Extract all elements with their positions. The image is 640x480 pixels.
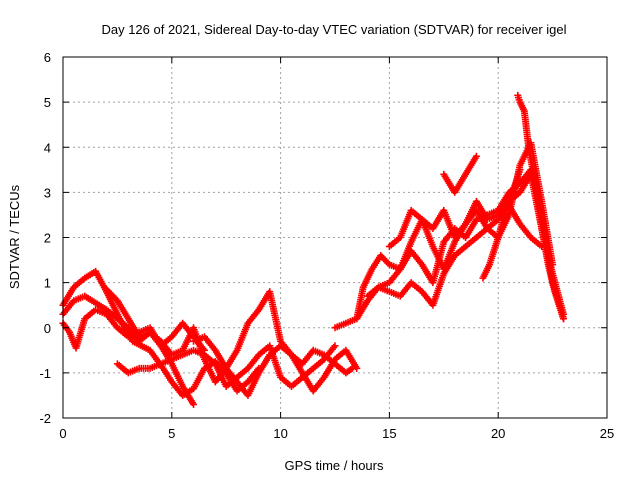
data-series [440, 152, 480, 196]
y-tick-label: -2 [39, 411, 51, 426]
data-point-marker [353, 364, 361, 372]
data-series [385, 197, 546, 251]
y-tick-label: 2 [44, 231, 51, 246]
data-point-marker [472, 152, 480, 160]
y-axis-label: SDTVAR / TECUs [7, 184, 22, 289]
y-tick-label: 0 [44, 321, 51, 336]
data-series [103, 285, 356, 386]
x-tick-label: 25 [600, 426, 614, 441]
y-tick-label: 1 [44, 276, 51, 291]
data-point-marker [516, 166, 524, 174]
data-series [113, 342, 339, 390]
x-tick-label: 15 [382, 426, 396, 441]
data-point-marker [384, 259, 392, 267]
x-tick-label: 20 [491, 426, 505, 441]
y-tick-label: 4 [44, 140, 51, 155]
x-axis-label: GPS time / hours [285, 458, 384, 473]
x-axis: 0 5 10 15 20 25 [59, 57, 614, 441]
y-tick-label: -1 [39, 366, 51, 381]
data-series [514, 91, 567, 323]
x-tick-label: 10 [273, 426, 287, 441]
y-axis: -2 -1 0 1 2 3 4 5 6 [39, 50, 607, 426]
data-series [190, 333, 361, 399]
y-tick-label: 3 [44, 185, 51, 200]
x-tick-label: 0 [59, 426, 66, 441]
y-tick-label: 6 [44, 50, 51, 65]
data-point-marker [559, 315, 567, 323]
data-series [364, 139, 557, 300]
x-tick-label: 5 [168, 426, 175, 441]
y-tick-label: 5 [44, 95, 51, 110]
data-point-marker [331, 342, 339, 350]
plot-area [59, 91, 567, 408]
data-series [479, 166, 524, 282]
chart-title: Day 126 of 2021, Sidereal Day-to-day VTE… [101, 22, 566, 37]
data-point-marker [190, 400, 198, 408]
